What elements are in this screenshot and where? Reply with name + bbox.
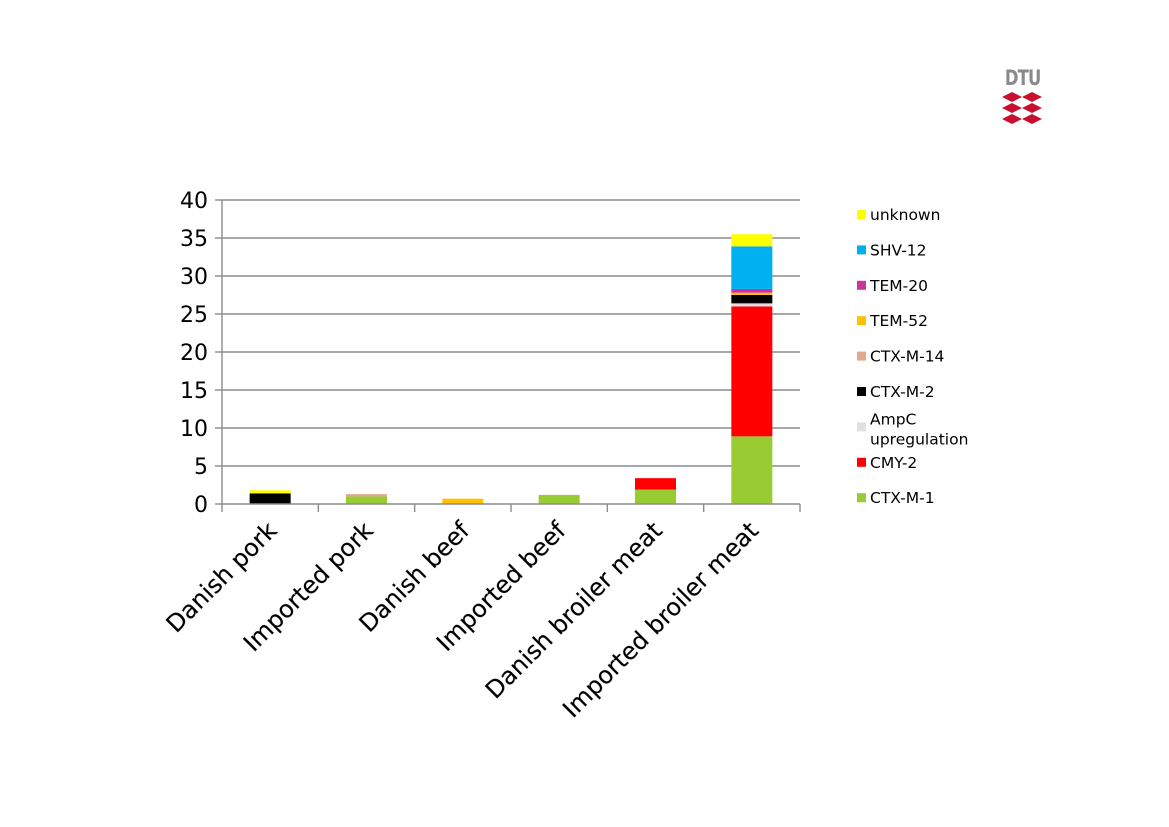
y-tick-label-35: 35 (180, 227, 208, 252)
bar-segment-tem-52-3 (442, 498, 484, 504)
y-tick-label-40: 40 (180, 189, 208, 214)
bar-segment-unknown-6 (731, 234, 773, 247)
legend-label: CTX-M-1 (870, 489, 935, 507)
bars (249, 234, 773, 504)
legend-label: TEM-52 (869, 312, 928, 330)
legend-item-shv-12: SHV-12 (857, 241, 927, 259)
legend-item-tem-20: TEM-20 (857, 277, 928, 295)
bar-segment-ctx-m-14-2 (346, 494, 387, 497)
legend-swatch (857, 387, 866, 396)
legend-item-ctx-m-14: CTX-M-14 (857, 348, 944, 366)
legend-item-ctx-m-1: CTX-M-1 (857, 489, 935, 507)
legend-swatch (857, 210, 866, 219)
legend-item-ampc-upregulation: AmpC upregulation (857, 410, 968, 448)
gridlines (222, 199, 800, 467)
x-category-label-5: Danish broiler meat (480, 516, 668, 704)
legend-label: CMY-2 (870, 454, 917, 472)
legend-swatch (857, 245, 866, 255)
logo-band-3 (1002, 114, 1042, 124)
x-category-label-6: Imported broiler meat (557, 516, 764, 723)
legend-label: CTX-M-2 (870, 383, 935, 401)
legend-item-unknown: unknown (857, 206, 940, 224)
y-tick-label-15: 15 (180, 379, 208, 404)
legend: unknown SHV-12 TEM-20 TEM-52 CTX-M-14 CTX-M-2… (857, 206, 968, 507)
legend-label: SHV-12 (870, 241, 927, 259)
logo-band-1 (1002, 92, 1042, 102)
y-tick-label-10: 10 (180, 417, 208, 442)
legend-label: CTX-M-14 (870, 348, 944, 366)
bar-segment-cmy-2-6 (731, 306, 773, 437)
bar-segment-ampc-upregulation-6 (731, 303, 773, 307)
y-tick-labels: 0 5 10 15 20 25 30 35 40 (180, 189, 208, 518)
legend-swatch (857, 280, 866, 290)
bar-segment-tem-52-6 (731, 292, 773, 295)
legend-swatch (857, 457, 866, 467)
y-tick-label-0: 0 (194, 493, 208, 518)
bar-segment-unknown-1 (249, 490, 291, 494)
bar-segment-ctx-m-1-5 (635, 489, 676, 504)
y-tick-label-25: 25 (180, 303, 208, 328)
bar-segment-ctx-m-2-6 (731, 295, 773, 304)
logo-band-2 (1002, 103, 1042, 113)
bar-segment-ctx-m-1-4 (538, 494, 580, 504)
y-tick-label-20: 20 (180, 341, 208, 366)
bar-segment-ctx-m-1-6 (731, 436, 773, 504)
legend-item-ctx-m-2: CTX-M-2 (857, 383, 935, 401)
dtu-logo-text: DTU (1004, 66, 1042, 90)
bar-segment-tem-20-6 (731, 288, 773, 293)
legend-label: unknown (870, 206, 940, 224)
dtu-logo: DTU (1000, 66, 1044, 130)
legend-swatch (857, 351, 866, 361)
legend-item-cmy-2: CMY-2 (857, 454, 917, 472)
legend-swatch (857, 493, 866, 503)
bar-segment-shv-12-6 (731, 246, 773, 289)
legend-swatch (857, 422, 866, 432)
legend-label: TEM-20 (869, 277, 928, 295)
axes (215, 199, 801, 512)
bar-segment-ctx-m-1-2 (346, 496, 387, 504)
y-tick-label-5: 5 (194, 455, 208, 480)
y-tick-label-30: 30 (180, 265, 208, 290)
legend-swatch (857, 316, 866, 326)
bar-segment-ctx-m-2-1 (249, 493, 291, 504)
legend-item-tem-52: TEM-52 (857, 312, 928, 330)
bar-segment-cmy-2-5 (635, 478, 676, 490)
legend-label: AmpC upregulation (870, 410, 968, 448)
dtu-logo-mark (1002, 92, 1042, 124)
